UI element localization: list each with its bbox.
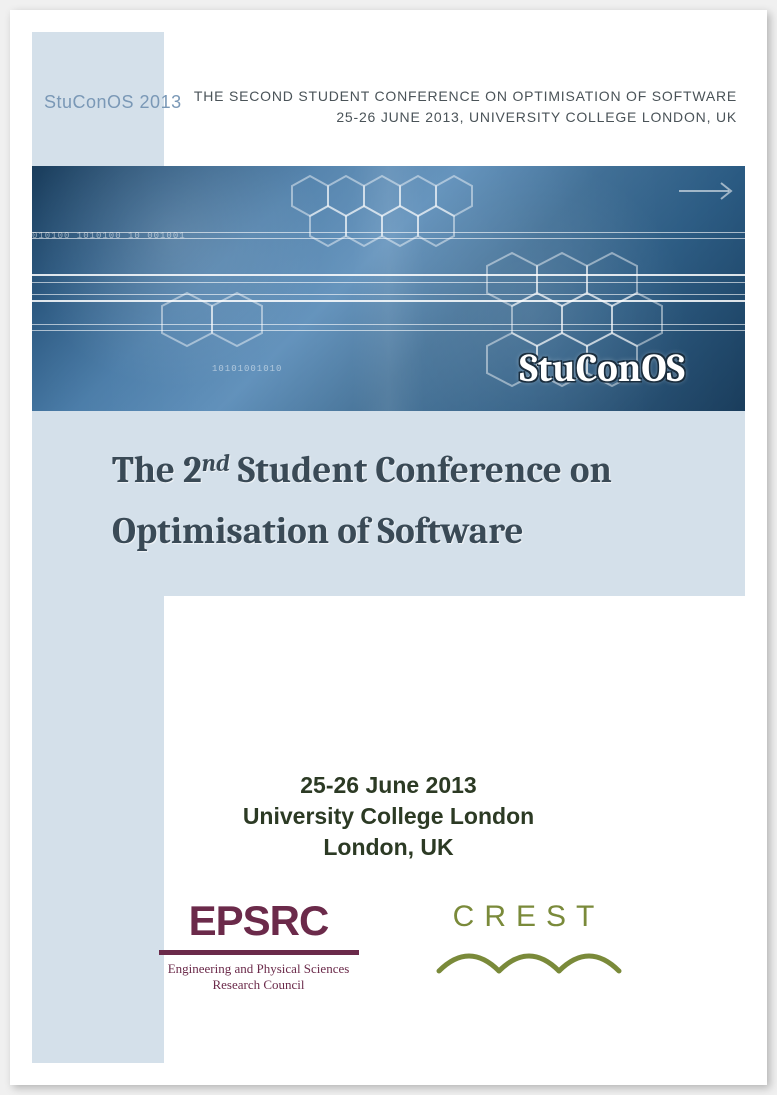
event-details: 25-26 June 2013 University College Londo…	[10, 770, 767, 863]
event-venue: University College London	[10, 801, 767, 832]
header-block: THE SECOND STUDENT CONFERENCE ON OPTIMIS…	[194, 86, 737, 128]
banner-binary-2: 10101001010	[212, 364, 282, 374]
epsrc-tagline-2: Research Council	[212, 977, 304, 992]
epsrc-tagline: Engineering and Physical Sciences Resear…	[149, 961, 369, 994]
banner-logo-text: StuConOS	[519, 346, 685, 391]
title-prefix: The 2	[112, 450, 202, 492]
title-rest-line1: Student Conference on	[230, 450, 612, 492]
epsrc-tagline-1: Engineering and Physical Sciences	[168, 961, 350, 976]
title-superscript: nd	[202, 449, 230, 477]
arrow-right-icon	[679, 180, 739, 202]
event-dates: 25-26 June 2013	[10, 770, 767, 801]
page-container: StuConOS 2013 THE SECOND STUDENT CONFERE…	[10, 10, 767, 1085]
sponsor-crest: CREST	[429, 900, 629, 981]
title-line2: Optimisation of Software	[112, 511, 523, 553]
banner-binary-1: 010100 1010100 10 001001	[32, 231, 186, 241]
header-line-1: THE SECOND STUDENT CONFERENCE ON OPTIMIS…	[194, 86, 737, 107]
title-text: The 2nd Student Conference on Optimisati…	[112, 441, 695, 563]
event-location: London, UK	[10, 832, 767, 863]
crest-arcs-icon	[429, 936, 629, 976]
sponsors-row: EPSRC Engineering and Physical Sciences …	[10, 900, 767, 994]
sponsor-epsrc: EPSRC Engineering and Physical Sciences …	[149, 900, 369, 994]
header-line-2: 25-26 JUNE 2013, UNIVERSITY COLLEGE LOND…	[194, 107, 737, 128]
epsrc-underline	[159, 950, 359, 955]
title-box: The 2nd Student Conference on Optimisati…	[32, 411, 745, 596]
banner-graphic: 010100 1010100 10 001001 10101001010 Stu…	[32, 166, 745, 411]
epsrc-logo-text: EPSRC	[149, 900, 369, 946]
banner-lines	[32, 226, 745, 346]
crest-logo-text: CREST	[429, 900, 629, 934]
sidebar-label: StuConOS 2013	[44, 92, 182, 113]
